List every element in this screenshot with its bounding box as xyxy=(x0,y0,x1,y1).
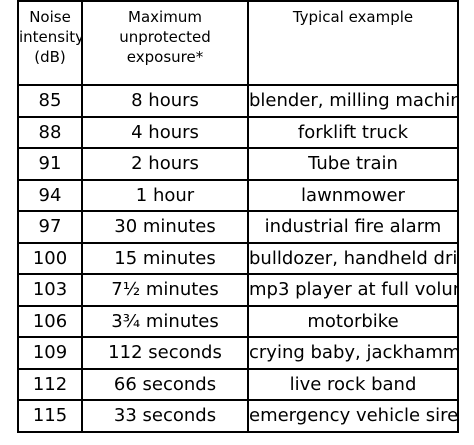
cell-exposure: 7½ minutes xyxy=(81,273,249,307)
header-line: unprotected xyxy=(119,28,211,46)
cell-example: forklift truck xyxy=(247,115,459,149)
header-line: exposure* xyxy=(126,48,204,66)
cell-example: motorbike xyxy=(247,304,459,338)
cell-decibels: 103 xyxy=(17,273,83,307)
cell-decibels: 100 xyxy=(17,241,83,275)
cell-decibels: 85 xyxy=(17,84,83,118)
cell-exposure: 2 hours xyxy=(81,147,249,181)
cell-exposure: 4 hours xyxy=(81,115,249,149)
cell-decibels: 112 xyxy=(17,367,83,401)
cell-example: lawnmower xyxy=(247,178,459,212)
cell-exposure: 8 hours xyxy=(81,84,249,118)
cell-exposure: 30 minutes xyxy=(81,210,249,244)
cell-exposure: 66 seconds xyxy=(81,367,249,401)
cell-example: Tube train xyxy=(247,147,459,181)
cell-decibels: 97 xyxy=(17,210,83,244)
cell-example: industrial fire alarm xyxy=(247,210,459,244)
cell-exposure: 33 seconds xyxy=(81,399,249,433)
table-row: 112 66 seconds live rock band xyxy=(17,367,459,401)
cell-example: blender, milling machine xyxy=(247,84,459,118)
cell-example: bulldozer, handheld drill xyxy=(247,241,459,275)
cell-exposure: 15 minutes xyxy=(81,241,249,275)
table-row: 85 8 hours blender, milling machine xyxy=(17,84,459,118)
table-row: 106 3¾ minutes motorbike xyxy=(17,304,459,338)
cell-example: emergency vehicle siren xyxy=(247,399,459,433)
cell-decibels: 88 xyxy=(17,115,83,149)
cell-decibels: 106 xyxy=(17,304,83,338)
table-row: 109 112 seconds crying baby, jackhammer xyxy=(17,336,459,370)
cell-example: live rock band xyxy=(247,367,459,401)
table-row: 100 15 minutes bulldozer, handheld drill xyxy=(17,241,459,275)
cell-decibels: 109 xyxy=(17,336,83,370)
table-row: 115 33 seconds emergency vehicle siren xyxy=(17,399,459,433)
cell-example: crying baby, jackhammer xyxy=(247,336,459,370)
cell-decibels: 91 xyxy=(17,147,83,181)
cell-decibels: 94 xyxy=(17,178,83,212)
cell-exposure: 1 hour xyxy=(81,178,249,212)
header-noise-intensity: Noise intensity (dB) xyxy=(17,0,83,86)
noise-exposure-table: Noise intensity (dB) Maximum unprotected… xyxy=(17,0,459,433)
table-row: 91 2 hours Tube train xyxy=(17,147,459,181)
noise-exposure-table-container: Noise intensity (dB) Maximum unprotected… xyxy=(17,0,459,433)
table-row: 88 4 hours forklift truck xyxy=(17,115,459,149)
header-max-exposure: Maximum unprotected exposure* xyxy=(81,0,249,86)
cell-decibels: 115 xyxy=(17,399,83,433)
header-typical-example: Typical example xyxy=(247,0,459,86)
header-line: Maximum xyxy=(128,8,202,26)
header-line: Typical example xyxy=(292,8,414,26)
table-row: 97 30 minutes industrial fire alarm xyxy=(17,210,459,244)
header-line: intensity xyxy=(19,28,82,46)
header-line: Noise xyxy=(29,8,71,26)
header-row: Noise intensity (dB) Maximum unprotected… xyxy=(17,0,459,86)
header-line: (dB) xyxy=(34,48,66,66)
cell-exposure: 112 seconds xyxy=(81,336,249,370)
table-row: 94 1 hour lawnmower xyxy=(17,178,459,212)
cell-example: mp3 player at full volume xyxy=(247,273,459,307)
table-row: 103 7½ minutes mp3 player at full volume xyxy=(17,273,459,307)
cell-exposure: 3¾ minutes xyxy=(81,304,249,338)
